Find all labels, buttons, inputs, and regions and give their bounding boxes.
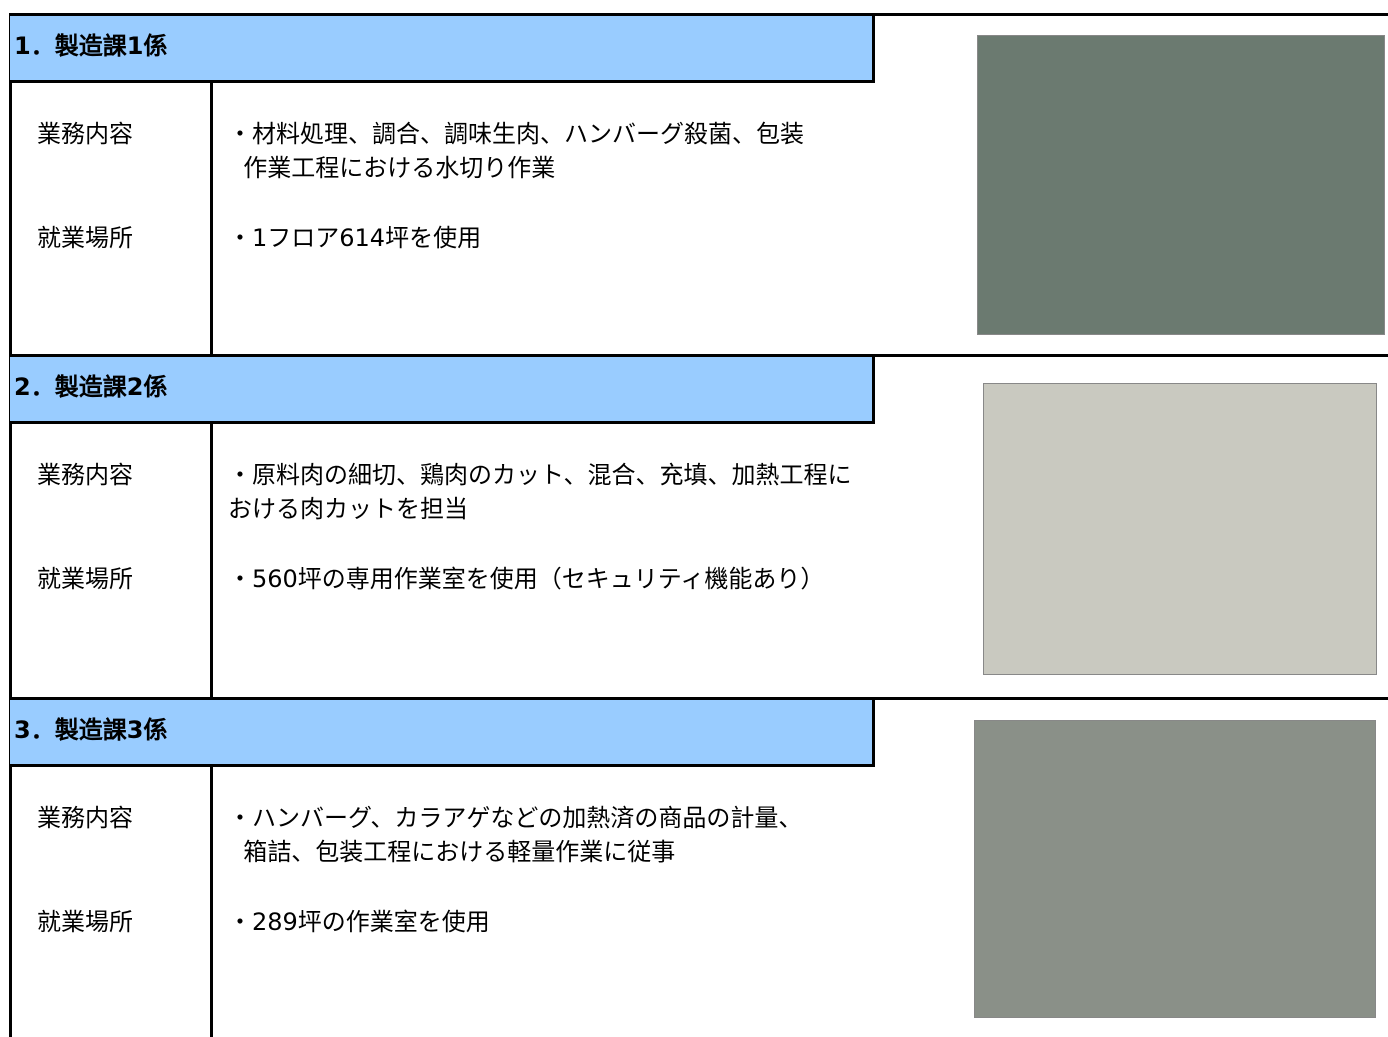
section-photo (983, 383, 1377, 675)
row-label: 業務内容 (37, 120, 133, 148)
section-photo (977, 35, 1385, 335)
row-text: 作業工程における水切り作業 (228, 154, 556, 182)
section-title: 3．製造課3係 (10, 700, 875, 767)
section-border (9, 697, 1388, 700)
row-label: 業務内容 (37, 804, 133, 832)
column-divider (210, 80, 213, 355)
row-text: 箱詰、包装工程における軽量作業に従事 (228, 838, 676, 866)
section-photo (974, 720, 1376, 1018)
row-text: ・560坪の専用作業室を使用（セキュリティ機能あり） (228, 565, 825, 593)
row-text: ・ハンバーグ、カラアゲなどの加熱済の商品の計量、 (228, 804, 803, 832)
section-border (9, 354, 1388, 357)
row-label: 就業場所 (37, 908, 133, 936)
row-text: おける肉カットを担当 (228, 495, 468, 523)
row-label: 就業場所 (37, 224, 133, 252)
section-title: 1．製造課1係 (10, 16, 875, 83)
column-divider (210, 421, 213, 698)
row-text: ・1フロア614坪を使用 (228, 224, 482, 252)
section-border (9, 13, 1388, 16)
row-text: ・材料処理、調合、調味生肉、ハンバーグ殺菌、包装 (228, 120, 804, 148)
left-border (9, 14, 12, 1037)
row-label: 業務内容 (37, 461, 133, 489)
column-divider (210, 764, 213, 1037)
section-title: 2．製造課2係 (10, 357, 875, 424)
row-label: 就業場所 (37, 565, 133, 593)
row-text: ・原料肉の細切、鶏肉のカット、混合、充填、加熱工程に (228, 461, 852, 489)
row-text: ・289坪の作業室を使用 (228, 908, 490, 936)
